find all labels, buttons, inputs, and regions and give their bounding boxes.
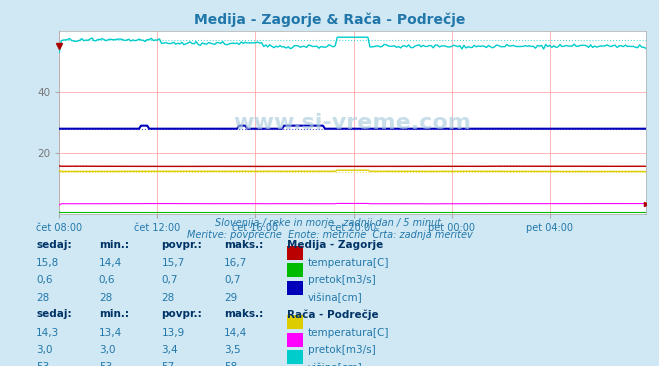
Text: 28: 28: [36, 293, 49, 303]
Text: 3,0: 3,0: [36, 345, 53, 355]
Text: 28: 28: [161, 293, 175, 303]
Text: www.si-vreme.com: www.si-vreme.com: [233, 113, 472, 132]
Text: 0,7: 0,7: [224, 275, 241, 285]
Text: 3,5: 3,5: [224, 345, 241, 355]
Text: 0,7: 0,7: [161, 275, 178, 285]
Text: 14,3: 14,3: [36, 328, 59, 337]
Text: Slovenija / reke in morje.  zadnji dan / 5 minut.: Slovenija / reke in morje. zadnji dan / …: [215, 218, 444, 228]
Text: sedaj:: sedaj:: [36, 240, 72, 250]
Text: maks.:: maks.:: [224, 240, 264, 250]
Text: 53: 53: [36, 362, 49, 366]
Text: sedaj:: sedaj:: [36, 309, 72, 319]
Text: 0,6: 0,6: [36, 275, 53, 285]
Text: 57: 57: [161, 362, 175, 366]
Text: 15,7: 15,7: [161, 258, 185, 268]
Text: 28: 28: [99, 293, 112, 303]
Text: temperatura[C]: temperatura[C]: [308, 328, 389, 337]
Text: 14,4: 14,4: [99, 258, 122, 268]
Text: 16,7: 16,7: [224, 258, 247, 268]
Text: 13,9: 13,9: [161, 328, 185, 337]
Text: 14,4: 14,4: [224, 328, 247, 337]
Text: 58: 58: [224, 362, 237, 366]
Text: Meritve: povprečne  Enote: metrične  Črta: zadnja meritev: Meritve: povprečne Enote: metrične Črta:…: [186, 228, 473, 240]
Text: Rača - Podrečje: Rača - Podrečje: [287, 309, 378, 320]
Text: pretok[m3/s]: pretok[m3/s]: [308, 275, 376, 285]
Text: 3,4: 3,4: [161, 345, 178, 355]
Text: Medija - Zagorje & Rača - Podrečje: Medija - Zagorje & Rača - Podrečje: [194, 13, 465, 27]
Text: min.:: min.:: [99, 240, 129, 250]
Text: temperatura[C]: temperatura[C]: [308, 258, 389, 268]
Text: 53: 53: [99, 362, 112, 366]
Text: Medija - Zagorje: Medija - Zagorje: [287, 240, 383, 250]
Text: povpr.:: povpr.:: [161, 309, 202, 319]
Text: 0,6: 0,6: [99, 275, 115, 285]
Text: pretok[m3/s]: pretok[m3/s]: [308, 345, 376, 355]
Text: 29: 29: [224, 293, 237, 303]
Text: višina[cm]: višina[cm]: [308, 293, 362, 303]
Text: min.:: min.:: [99, 309, 129, 319]
Text: 15,8: 15,8: [36, 258, 59, 268]
Text: povpr.:: povpr.:: [161, 240, 202, 250]
Text: 3,0: 3,0: [99, 345, 115, 355]
Text: 13,4: 13,4: [99, 328, 122, 337]
Text: maks.:: maks.:: [224, 309, 264, 319]
Text: višina[cm]: višina[cm]: [308, 362, 362, 366]
